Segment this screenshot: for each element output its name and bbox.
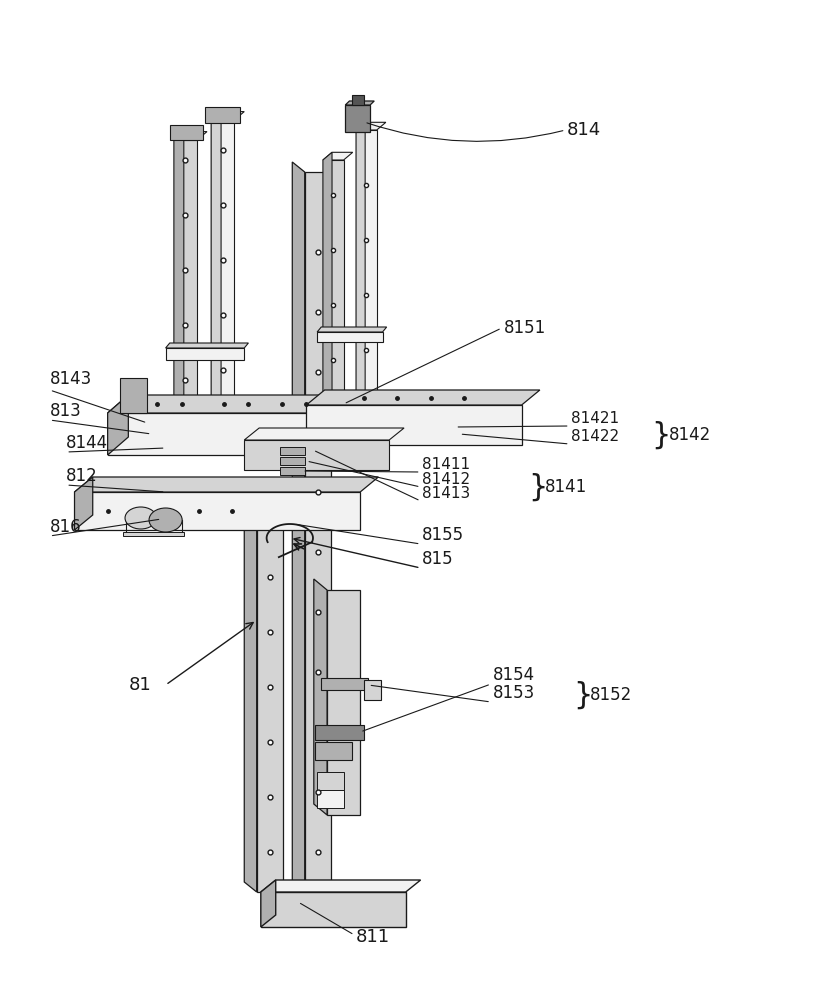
Text: 812: 812 (66, 467, 98, 485)
Polygon shape (174, 132, 207, 140)
Ellipse shape (125, 507, 156, 529)
Polygon shape (74, 492, 360, 530)
Polygon shape (317, 327, 386, 332)
Text: 814: 814 (566, 121, 600, 139)
Polygon shape (304, 172, 331, 892)
Polygon shape (165, 348, 244, 360)
Polygon shape (244, 428, 404, 440)
Polygon shape (174, 132, 184, 425)
Polygon shape (321, 678, 368, 690)
Polygon shape (211, 112, 244, 120)
Polygon shape (174, 140, 197, 425)
Polygon shape (211, 120, 234, 420)
Text: 8153: 8153 (492, 684, 534, 702)
Text: 81421: 81421 (571, 411, 619, 426)
Ellipse shape (149, 508, 182, 532)
Polygon shape (280, 447, 304, 455)
Text: 81: 81 (128, 676, 151, 694)
Text: 8142: 8142 (668, 426, 710, 444)
Polygon shape (351, 95, 364, 105)
Polygon shape (356, 122, 365, 400)
Text: 8152: 8152 (590, 686, 632, 704)
Text: 81412: 81412 (422, 472, 470, 487)
Polygon shape (280, 467, 304, 475)
Polygon shape (256, 512, 283, 892)
Text: 816: 816 (50, 518, 81, 536)
Text: 81413: 81413 (422, 486, 470, 501)
Polygon shape (317, 772, 343, 790)
Polygon shape (108, 413, 351, 455)
Text: 8141: 8141 (544, 478, 586, 496)
Polygon shape (120, 378, 147, 413)
Text: 81411: 81411 (422, 457, 470, 472)
Polygon shape (323, 160, 343, 405)
Polygon shape (323, 152, 332, 405)
Polygon shape (74, 477, 93, 530)
Text: 813: 813 (50, 402, 81, 420)
Text: 81422: 81422 (571, 429, 619, 444)
Polygon shape (314, 725, 364, 740)
Text: 8151: 8151 (503, 319, 545, 337)
Polygon shape (170, 125, 203, 140)
Polygon shape (280, 457, 304, 465)
Polygon shape (74, 477, 378, 492)
Polygon shape (345, 101, 374, 105)
Polygon shape (364, 680, 380, 700)
Polygon shape (244, 502, 256, 892)
Polygon shape (108, 395, 372, 413)
Polygon shape (244, 440, 389, 470)
Text: 8154: 8154 (492, 666, 534, 684)
Polygon shape (306, 405, 521, 445)
Polygon shape (306, 390, 539, 405)
Polygon shape (327, 590, 360, 815)
Polygon shape (317, 332, 382, 342)
Polygon shape (122, 532, 184, 536)
Text: }: } (528, 473, 547, 502)
Polygon shape (108, 395, 128, 455)
Text: }: } (572, 680, 591, 710)
Polygon shape (356, 130, 376, 400)
Polygon shape (323, 152, 352, 160)
Polygon shape (165, 343, 248, 348)
Polygon shape (345, 105, 370, 132)
Polygon shape (261, 880, 420, 892)
Text: }: } (651, 420, 670, 450)
Polygon shape (261, 892, 405, 927)
Polygon shape (313, 579, 327, 815)
Text: 8144: 8144 (66, 434, 108, 452)
Text: 811: 811 (356, 928, 390, 946)
Polygon shape (317, 790, 343, 808)
Polygon shape (261, 880, 275, 927)
Polygon shape (292, 162, 304, 892)
Polygon shape (211, 112, 221, 420)
Polygon shape (356, 122, 385, 130)
Text: 8155: 8155 (422, 526, 464, 544)
Polygon shape (314, 742, 351, 760)
Text: 815: 815 (422, 550, 453, 568)
Text: 8143: 8143 (50, 370, 92, 388)
Polygon shape (205, 107, 240, 123)
